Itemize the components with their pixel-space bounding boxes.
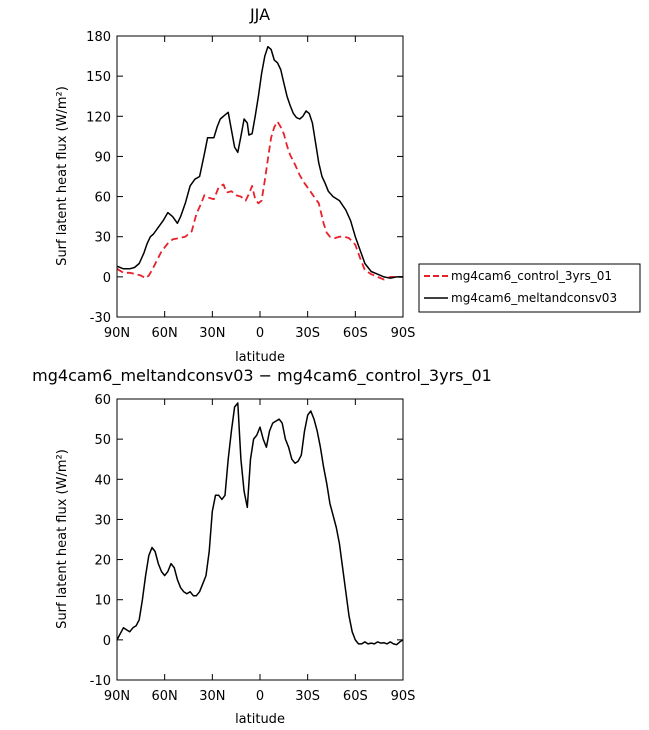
chart-top-ylabel: Surf latent heat flux (W/m²) xyxy=(55,86,70,266)
legend-box xyxy=(418,263,641,313)
top-ytick-label: 0 xyxy=(103,271,111,286)
top-ytick-label: 150 xyxy=(86,70,111,85)
top-xtick-label: 90S xyxy=(391,326,416,341)
top-series-line-control xyxy=(116,120,403,281)
bottom-xtick-label: 30S xyxy=(295,689,320,704)
bottom-xtick-label: 60S xyxy=(343,689,368,704)
chart-top-xlabel: latitude xyxy=(235,350,285,365)
chart-difference: mg4cam6_meltandconsv03 − mg4cam6_control… xyxy=(32,366,492,727)
top-xtick-label: 30S xyxy=(295,326,320,341)
chart-top-ticks: -30 0 30 60 90 120 150 180 90N 60N 30N 0 30S 60S 90S xyxy=(86,30,415,341)
bottom-ytick-label: -10 xyxy=(90,674,111,689)
chart-bottom-ticks: -10 0 10 20 30 40 50 60 90N 60N 30N 0 30S 60S 90S xyxy=(90,393,416,704)
bottom-ytick-label: 40 xyxy=(94,473,111,488)
bottom-xtick-label: 30N xyxy=(199,689,225,704)
bottom-xtick-label: 0 xyxy=(256,689,264,704)
top-series-line-meltandconsv03 xyxy=(116,45,403,279)
bottom-xtick-label: 90S xyxy=(391,689,416,704)
chart-bottom-title: mg4cam6_meltandconsv03 − mg4cam6_control… xyxy=(32,366,492,386)
chart-bottom-xlabel: latitude xyxy=(235,712,285,727)
top-xtick-label: 60S xyxy=(343,326,368,341)
top-xtick-label: 0 xyxy=(256,326,264,341)
bottom-ytick-label: 10 xyxy=(94,594,111,609)
chart-bottom-ylabel: Surf latent heat flux (W/m²) xyxy=(55,449,70,629)
top-xtick-label: 30N xyxy=(199,326,225,341)
chart-bottom-series xyxy=(116,402,404,646)
bottom-ytick-label: 20 xyxy=(94,554,111,569)
top-ytick-label: 60 xyxy=(94,191,111,206)
chart-top-frame xyxy=(116,35,404,318)
bottom-ytick-label: 60 xyxy=(94,393,111,408)
legend-label-control: mg4cam6_control_3yrs_01 xyxy=(451,269,612,283)
bottom-ytick-label: 50 xyxy=(94,433,111,448)
top-ytick-label: 90 xyxy=(94,150,111,165)
legend-label-meltandconsv03: mg4cam6_meltandconsv03 xyxy=(451,291,617,305)
top-xtick-label: 90N xyxy=(104,326,130,341)
chart-top-series xyxy=(116,45,403,281)
chart-top-title: JJA xyxy=(249,5,270,24)
top-xtick-label: 60N xyxy=(152,326,178,341)
top-ytick-label: 180 xyxy=(86,30,111,45)
chart-top-legend: mg4cam6_control_3yrs_01 mg4cam6_meltandc… xyxy=(418,263,641,313)
bottom-ytick-label: 0 xyxy=(103,634,111,649)
top-ytick-label: 120 xyxy=(86,110,111,125)
bottom-series-line-meltandconsv03 xyxy=(116,402,404,646)
bottom-xtick-label: 90N xyxy=(104,689,130,704)
chart-jja: JJA -30 0 30 60 90 120 150 180 90N 60N 30N 0 30S 60S 9… xyxy=(55,5,415,365)
top-ytick-label: 30 xyxy=(94,231,111,246)
bottom-ytick-label: 30 xyxy=(94,513,111,528)
chart-bottom-frame xyxy=(116,398,404,681)
bottom-xtick-label: 60N xyxy=(152,689,178,704)
top-ytick-label: -30 xyxy=(90,311,111,326)
